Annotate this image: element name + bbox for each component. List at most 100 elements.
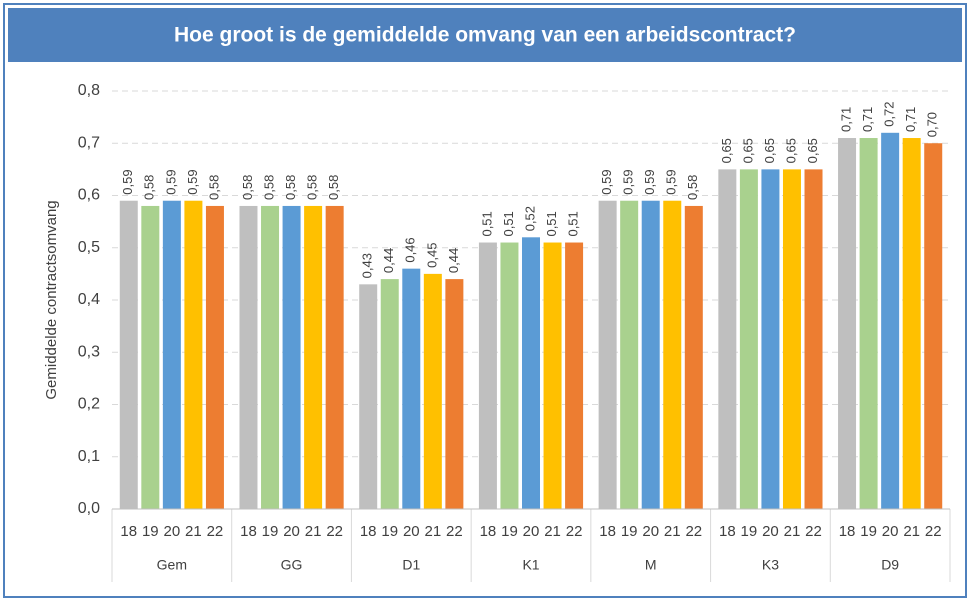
x-group-label: D9 (881, 557, 899, 573)
chart-title: Hoe groot is de gemiddelde omvang van ee… (174, 24, 796, 47)
x-tick-label: 19 (741, 523, 758, 540)
data-label: 0,51 (566, 211, 581, 236)
y-tick-label: 0,6 (78, 187, 100, 204)
data-label: 0,58 (240, 175, 255, 200)
bar (184, 200, 203, 509)
bar (565, 242, 584, 509)
bar (641, 200, 660, 509)
x-tick-label: 21 (903, 523, 920, 540)
bar (423, 273, 442, 509)
x-group-label: D1 (402, 557, 420, 573)
bar (782, 169, 801, 509)
bar (859, 138, 878, 509)
y-tick-label: 0,8 (78, 82, 100, 99)
x-tick-label: 18 (480, 523, 497, 540)
bar (162, 200, 181, 509)
bar (205, 205, 224, 509)
x-tick-label: 22 (207, 523, 224, 540)
x-tick-label: 18 (120, 523, 137, 540)
bar (761, 169, 780, 509)
y-tick-label: 0,2 (78, 396, 100, 413)
data-label: 0,59 (642, 169, 657, 194)
x-group-label: K3 (762, 557, 779, 573)
y-tick-label: 0,3 (78, 343, 100, 360)
data-label: 0,59 (664, 169, 679, 194)
x-tick-label: 21 (305, 523, 322, 540)
bar (380, 279, 399, 509)
bar (684, 205, 703, 509)
data-label: 0,71 (903, 107, 918, 132)
x-tick-label: 19 (621, 523, 638, 540)
bar (924, 143, 943, 509)
x-tick-label: 20 (882, 523, 899, 540)
bar (402, 268, 421, 509)
data-label: 0,58 (261, 175, 276, 200)
data-label: 0,65 (719, 138, 734, 163)
x-tick-label: 21 (424, 523, 441, 540)
bar (119, 200, 138, 509)
bar (804, 169, 823, 509)
x-tick-label: 22 (446, 523, 463, 540)
x-tick-label: 20 (164, 523, 181, 540)
y-axis-label: Gemiddelde contractsomvang (43, 200, 60, 399)
x-tick-label: 18 (839, 523, 856, 540)
data-label: 0,65 (740, 138, 755, 163)
data-label: 0,51 (501, 211, 516, 236)
x-tick-label: 19 (860, 523, 877, 540)
x-tick-label: 20 (523, 523, 540, 540)
y-tick-label: 0,4 (78, 291, 100, 308)
x-tick-label: 22 (805, 523, 822, 540)
data-label: 0,43 (360, 253, 375, 278)
data-label: 0,58 (685, 175, 700, 200)
bar (543, 242, 562, 509)
data-label: 0,46 (403, 237, 418, 262)
bar (739, 169, 758, 509)
x-tick-label: 21 (664, 523, 681, 540)
bar (598, 200, 617, 509)
data-label: 0,71 (838, 107, 853, 132)
data-label: 0,71 (860, 107, 875, 132)
y-tick-label: 0,7 (78, 134, 100, 151)
bar (282, 205, 301, 509)
bar (304, 205, 323, 509)
title-bar (8, 8, 962, 62)
x-tick-label: 18 (360, 523, 377, 540)
x-tick-label: 19 (262, 523, 279, 540)
y-tick-label: 0,1 (78, 448, 100, 465)
x-tick-label: 22 (566, 523, 583, 540)
data-label: 0,59 (120, 169, 135, 194)
data-label: 0,59 (621, 169, 636, 194)
x-tick-label: 22 (925, 523, 942, 540)
bar (522, 237, 540, 510)
x-tick-label: 19 (501, 523, 518, 540)
data-label: 0,58 (206, 175, 221, 200)
bar (500, 242, 519, 509)
data-label: 0,45 (424, 243, 439, 268)
x-group-label: Gem (157, 557, 187, 573)
data-label: 0,59 (163, 169, 178, 194)
x-tick-label: 19 (142, 523, 159, 540)
x-tick-label: 19 (381, 523, 398, 540)
data-label: 0,58 (326, 175, 341, 200)
x-tick-label: 21 (544, 523, 561, 540)
y-tick-label: 0,5 (78, 239, 100, 256)
x-tick-label: 20 (642, 523, 659, 540)
data-label: 0,65 (762, 138, 777, 163)
bar (902, 138, 921, 509)
bar (718, 169, 737, 509)
bar (881, 132, 900, 510)
x-tick-label: 21 (185, 523, 202, 540)
data-label: 0,51 (479, 211, 494, 236)
bar (261, 205, 280, 509)
x-tick-label: 18 (719, 523, 736, 540)
x-group-label: M (645, 557, 657, 573)
x-tick-label: 22 (685, 523, 702, 540)
bar (239, 205, 258, 509)
bar (359, 284, 378, 509)
data-label: 0,65 (805, 138, 820, 163)
data-label: 0,58 (142, 175, 157, 200)
data-label: 0,59 (185, 169, 200, 194)
data-label: 0,65 (783, 138, 798, 163)
data-label: 0,58 (305, 175, 320, 200)
